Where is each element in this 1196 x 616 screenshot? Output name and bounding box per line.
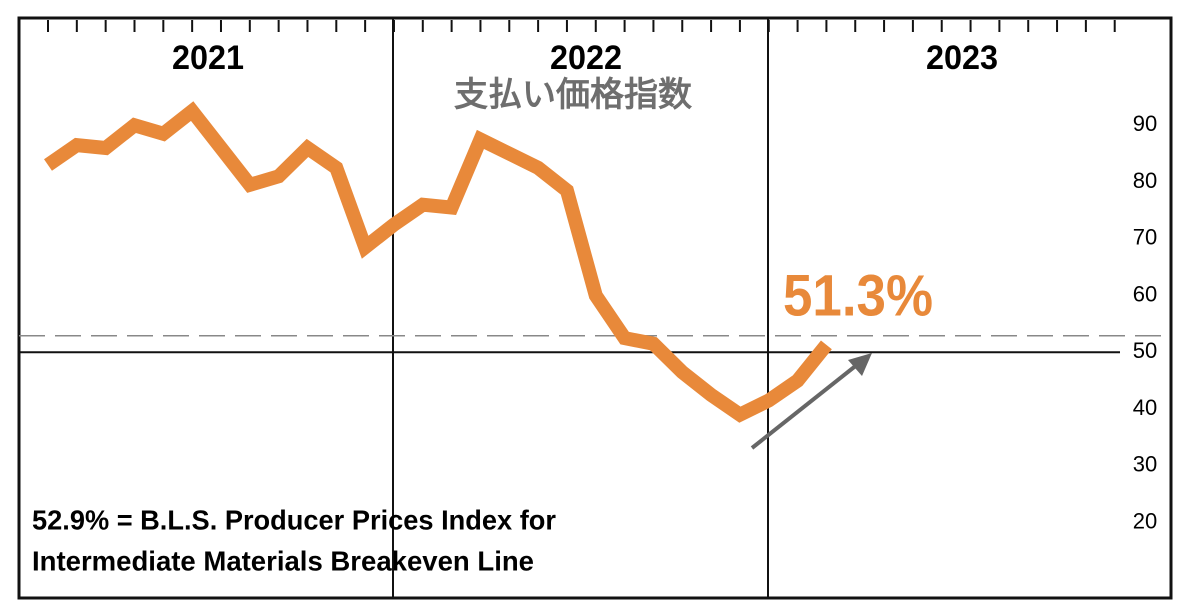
y-tick-label: 30 bbox=[1133, 452, 1157, 477]
y-tick-label: 50 bbox=[1133, 338, 1157, 363]
frame bbox=[17, 16, 1173, 600]
y-tick-label: 60 bbox=[1133, 281, 1157, 306]
arrow bbox=[750, 362, 860, 450]
data-line bbox=[44, 101, 832, 423]
annotation: Intermediate Materials Breakeven Line bbox=[32, 545, 534, 576]
annotation: 52.9% = B.L.S. Producer Prices Index for bbox=[32, 504, 556, 535]
chart-title: 支払い価格指数 bbox=[454, 76, 692, 114]
value-label: 51.3% bbox=[783, 263, 933, 328]
y-tick-label: 90 bbox=[1133, 111, 1157, 136]
y-tick-label: 80 bbox=[1133, 168, 1157, 193]
y-tick-label: 40 bbox=[1133, 395, 1157, 420]
year-label: 2021 bbox=[172, 39, 244, 77]
y-tick-label: 70 bbox=[1133, 225, 1157, 250]
year-label: 2022 bbox=[550, 39, 622, 77]
year-label: 2023 bbox=[926, 39, 998, 77]
arrow-head bbox=[848, 353, 872, 376]
y-tick-label: 20 bbox=[1133, 508, 1157, 533]
